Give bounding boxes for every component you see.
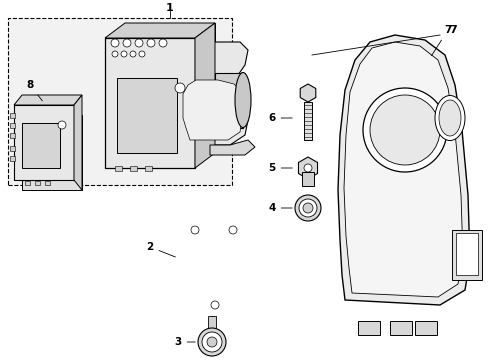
Bar <box>451 230 481 280</box>
Circle shape <box>303 203 312 213</box>
Polygon shape <box>343 42 462 297</box>
Circle shape <box>147 39 155 47</box>
Bar <box>302 172 313 186</box>
Polygon shape <box>14 95 82 105</box>
Circle shape <box>159 39 167 47</box>
Bar <box>10 123 15 128</box>
Bar <box>130 166 137 171</box>
Text: 2: 2 <box>146 242 175 257</box>
Circle shape <box>112 51 118 57</box>
Text: 8: 8 <box>26 80 42 101</box>
Text: 6: 6 <box>268 113 292 123</box>
Polygon shape <box>105 23 215 38</box>
Bar <box>357 321 379 335</box>
Text: 7: 7 <box>430 25 451 56</box>
Circle shape <box>298 199 316 217</box>
Bar <box>215 73 243 128</box>
Polygon shape <box>74 95 82 190</box>
Bar <box>10 113 15 118</box>
Bar <box>25 181 30 185</box>
Text: 5: 5 <box>268 163 292 173</box>
Bar <box>115 166 122 171</box>
Ellipse shape <box>235 72 250 127</box>
Polygon shape <box>180 42 247 75</box>
Text: 7: 7 <box>448 25 456 35</box>
Ellipse shape <box>438 100 460 136</box>
Circle shape <box>210 301 219 309</box>
Bar <box>117 78 177 153</box>
Bar <box>145 166 152 171</box>
Circle shape <box>191 226 199 234</box>
Circle shape <box>130 51 136 57</box>
Bar <box>14 105 74 180</box>
Circle shape <box>198 328 225 356</box>
Polygon shape <box>183 80 242 140</box>
Circle shape <box>135 39 142 47</box>
Circle shape <box>362 88 446 172</box>
Bar <box>207 316 216 328</box>
Ellipse shape <box>434 95 464 140</box>
Bar <box>22 115 82 190</box>
Bar <box>304 102 311 140</box>
Polygon shape <box>337 35 469 305</box>
Circle shape <box>175 83 184 93</box>
Bar <box>455 233 477 275</box>
Text: 1: 1 <box>166 3 174 13</box>
Polygon shape <box>195 23 215 168</box>
Bar <box>10 133 15 138</box>
Circle shape <box>121 51 127 57</box>
Bar <box>10 146 15 151</box>
Polygon shape <box>162 90 178 125</box>
Bar <box>414 321 436 335</box>
Circle shape <box>228 226 237 234</box>
Text: 4: 4 <box>268 203 292 213</box>
Bar <box>22 123 60 168</box>
Circle shape <box>139 51 145 57</box>
Circle shape <box>206 337 217 347</box>
Bar <box>125 23 215 153</box>
Circle shape <box>111 39 119 47</box>
Circle shape <box>202 332 222 352</box>
Bar <box>10 156 15 161</box>
Bar <box>389 321 411 335</box>
Circle shape <box>123 39 131 47</box>
Circle shape <box>304 164 311 172</box>
Circle shape <box>294 195 320 221</box>
Circle shape <box>58 121 66 129</box>
Bar <box>105 38 195 168</box>
Bar <box>35 181 40 185</box>
Text: 3: 3 <box>174 337 195 347</box>
Polygon shape <box>178 75 247 145</box>
Bar <box>45 181 50 185</box>
Polygon shape <box>209 140 254 155</box>
Bar <box>8 18 231 185</box>
Circle shape <box>369 95 439 165</box>
